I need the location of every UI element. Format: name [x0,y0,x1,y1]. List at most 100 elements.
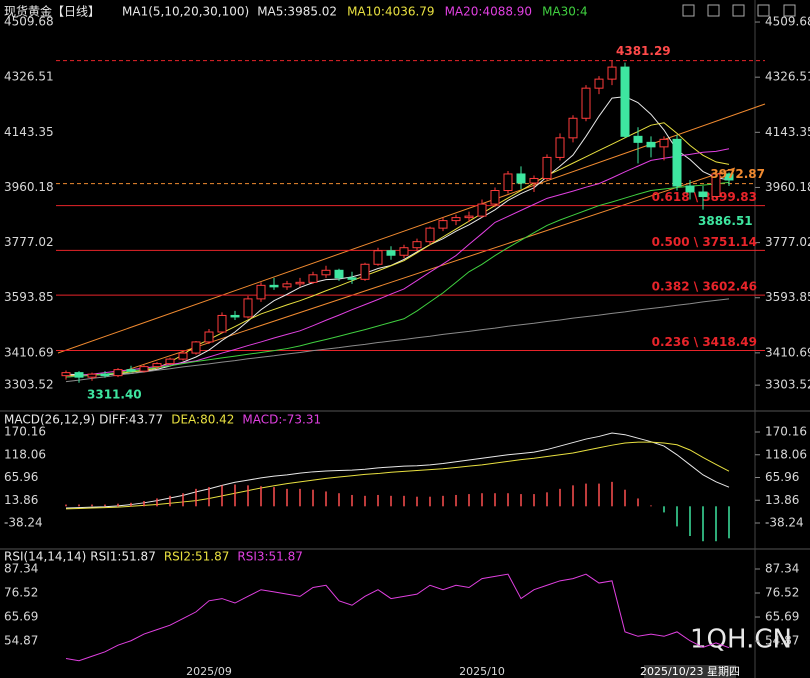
legend-label: MACD:-73.31 [242,413,321,427]
y-tick-label: 65.69 [765,610,799,624]
candle-body [295,281,305,285]
button[interactable] [783,4,796,17]
candle-body [542,156,552,179]
y-tick-label: 4509.68 [765,15,810,29]
candle-body [568,117,578,139]
button[interactable] [707,4,720,17]
legend-label: MA1(5,10,20,30,100) [122,5,249,19]
candle-body [100,373,110,377]
candle-body [360,263,370,280]
window-buttons [682,4,796,17]
y-tick-label: 13.86 [765,493,799,507]
candle-body [217,314,227,333]
candle-body [672,138,682,187]
y-tick-label: 54.87 [765,634,799,648]
candle-body [347,277,357,280]
y-tick-label: 4143.35 [765,125,810,139]
candle-body [74,372,84,378]
y-tick-label: 4143.35 [4,125,54,139]
legend-label: DEA:80.42 [171,413,234,427]
y-tick-label: 76.52 [765,585,799,599]
candle-body [711,173,721,198]
candle-body [243,298,253,318]
candle-body [282,283,292,288]
button[interactable] [682,4,695,17]
y-tick-label: 76.52 [4,585,38,599]
fib-label: 0.236 \ 3418.49 [652,335,757,349]
candle-body [516,173,526,184]
candle-body [620,66,630,137]
candle-body [230,314,240,318]
y-tick-label: 54.87 [4,634,38,648]
legend-label: RSI1:51.87 [90,550,156,564]
legend-label: MACD(26,12,9) [4,413,95,427]
candle-body [698,191,708,198]
candle-body [256,284,266,300]
y-tick-label: 3777.02 [765,235,810,249]
legend-label: RSI2:51.87 [164,550,230,564]
line-series [65,573,730,662]
line-series [65,432,730,509]
legend-label: DIFF:43.77 [99,413,163,427]
line-series [65,181,730,378]
y-tick-label: -38.24 [4,516,43,530]
candle-body [61,372,71,377]
candle-body [581,87,591,119]
y-tick-label: 4509.68 [4,15,54,29]
trend-line [57,103,766,354]
legend-label: MA5:3985.02 [257,5,337,19]
y-tick-label: 65.96 [4,470,38,484]
candle-body [152,363,162,368]
line-series [65,122,730,377]
candle-body [464,215,474,219]
watermark: 1QH.CN [690,625,792,655]
candle-body [529,177,539,184]
legend-label: RSI3:51.87 [237,550,303,564]
candle-body [555,137,565,158]
legend-label: MA20:4088.90 [445,5,533,19]
candle-body [490,190,500,205]
candle-body [178,352,188,360]
candle-body [503,173,513,192]
x-tick-label: 2025/10 [459,665,505,678]
legend-label: 现货黄金【日线】 [4,4,100,19]
button[interactable] [757,4,770,17]
last-price-label: 3972.87 [710,167,765,181]
button[interactable] [732,4,745,17]
candle-body [659,138,669,148]
candle-body [685,185,695,193]
candle-body [399,247,409,256]
candle-body [594,78,604,89]
y-tick-label: 3777.02 [4,235,54,249]
fib-label: 0.618 \ 3899.83 [652,190,757,204]
y-tick-label: 13.86 [4,493,38,507]
y-tick-label: 170.16 [4,425,46,439]
line-series [65,441,730,510]
y-tick-label: 3593.85 [765,290,810,304]
candle-body [87,373,97,378]
y-tick-label: 4326.51 [765,70,810,84]
candle-body [646,141,656,148]
candle-body [438,220,448,229]
line-series [65,96,730,376]
y-tick-label: 118.06 [765,447,807,461]
high-label: 4381.29 [616,44,671,58]
y-tick-label: 3960.18 [4,180,54,194]
low-label: 3311.40 [87,387,142,401]
y-tick-label: 87.34 [4,561,38,575]
candle-body [308,274,318,283]
x-tick-label: 2025/09 [186,665,232,678]
line-series [65,148,730,378]
fib-label: 0.500 \ 3751.14 [652,235,757,249]
candle-body [269,284,279,288]
candle-body [412,241,422,249]
candle-body [334,269,344,279]
trend-line [114,167,736,375]
candle-body [139,366,149,372]
candle-body [165,358,175,365]
y-tick-label: 3410.69 [4,345,54,359]
y-tick-label: 118.06 [4,447,46,461]
candle-body [425,227,435,243]
